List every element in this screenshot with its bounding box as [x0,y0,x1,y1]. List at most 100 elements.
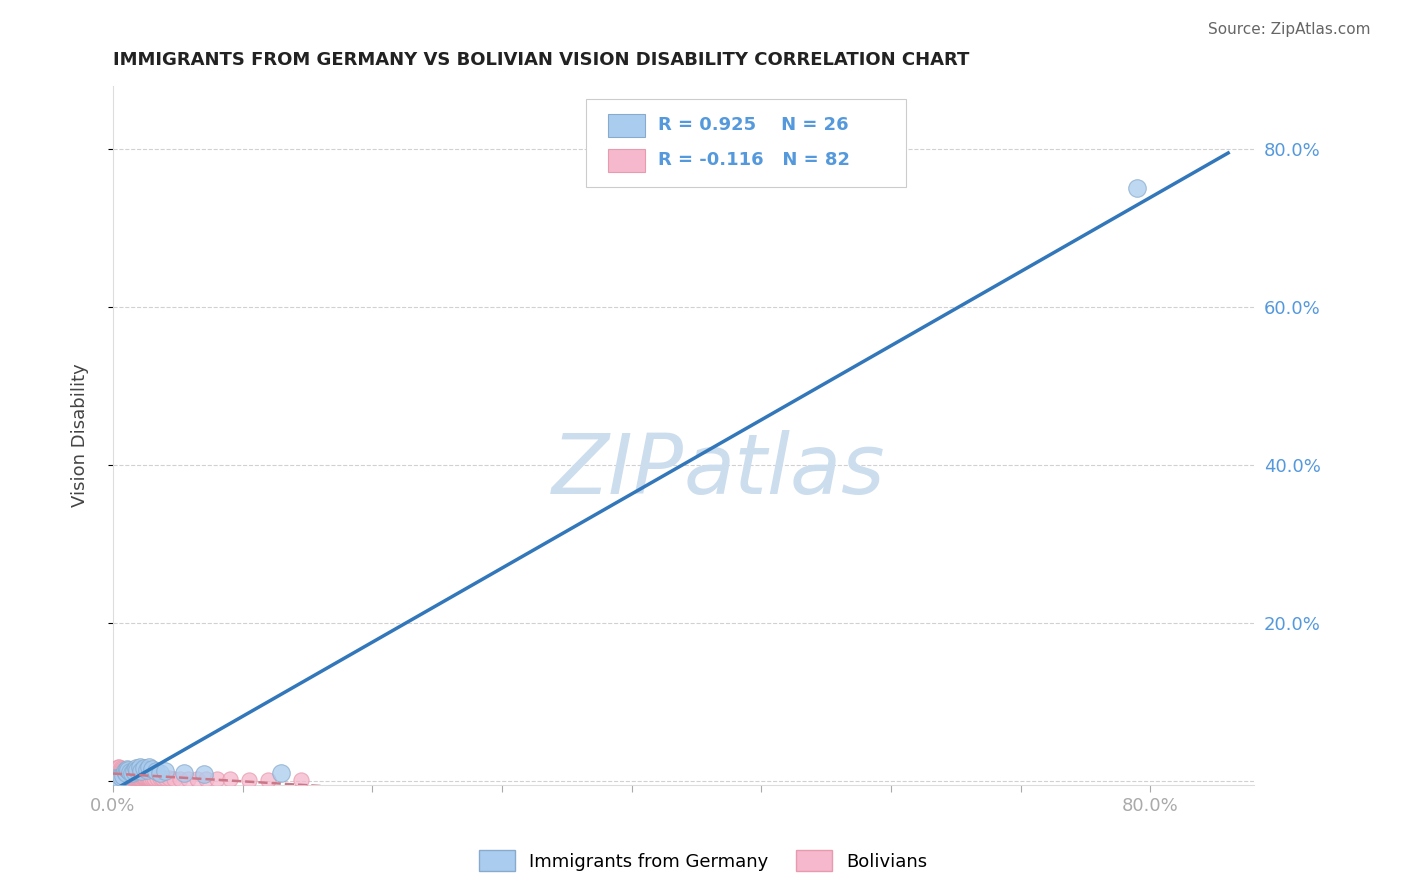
Point [118,764,141,779]
Text: Source: ZipAtlas.com: Source: ZipAtlas.com [1208,22,1371,37]
Point [122,764,145,778]
Point [132,761,155,775]
Point [157,772,180,786]
Point [121,765,143,780]
Point [120,767,142,781]
Point [169,772,191,787]
Point [173,765,195,780]
Point [117,763,139,777]
Point [153,772,176,786]
Text: R = 0.925    N = 26: R = 0.925 N = 26 [658,116,849,135]
Point [112,769,135,783]
Point [114,765,136,780]
Point [148,765,170,780]
Point [134,771,156,785]
Text: ZIP: ZIP [551,430,683,510]
Point [104,768,127,782]
Point [145,764,167,778]
Point [118,767,141,781]
Point [115,762,138,776]
Point [141,772,163,786]
Point [125,770,148,784]
Point [138,771,160,785]
Point [135,763,157,777]
Point [115,766,138,780]
Point [131,764,153,779]
Point [127,768,149,782]
Point [118,770,141,784]
Point [110,765,132,780]
Point [150,772,173,786]
Point [107,764,129,779]
Point [138,759,160,773]
Point [114,764,136,778]
Point [257,772,280,787]
Point [134,770,156,784]
Point [117,770,139,784]
Point [131,771,153,785]
Point [107,771,129,785]
Point [115,764,138,779]
Point [125,768,148,782]
Point [105,761,128,775]
Point [238,772,260,787]
Text: IMMIGRANTS FROM GERMANY VS BOLIVIAN VISION DISABILITY CORRELATION CHART: IMMIGRANTS FROM GERMANY VS BOLIVIAN VISI… [112,51,969,69]
Point [107,759,129,773]
Point [103,767,125,781]
Point [135,771,157,785]
Point [131,771,153,785]
Point [195,772,218,787]
Point [110,769,132,783]
Point [125,761,148,775]
Point [148,772,170,786]
Point [108,760,131,774]
Point [118,765,141,780]
Point [120,770,142,784]
Point [122,770,145,784]
Point [128,771,150,785]
Point [121,770,143,784]
Text: atlas: atlas [683,430,886,510]
Point [117,766,139,780]
Point [108,768,131,782]
Point [114,764,136,778]
Legend: Immigrants from Germany, Bolivians: Immigrants from Germany, Bolivians [471,843,935,879]
FancyBboxPatch shape [586,100,905,187]
Point [121,767,143,781]
Point [105,769,128,783]
Point [110,761,132,775]
Point [129,769,152,783]
Point [290,772,312,787]
Point [141,762,163,776]
Point [129,771,152,785]
Point [131,769,153,783]
Point [131,769,153,783]
Point [129,759,152,773]
Point [136,771,159,785]
Point [132,771,155,785]
Point [107,768,129,782]
Point [127,763,149,777]
Point [132,769,155,783]
Point [114,766,136,780]
Point [103,762,125,776]
Point [270,765,292,780]
Point [110,770,132,784]
Point [186,772,208,787]
Point [143,772,166,786]
Point [111,768,134,782]
Point [193,767,215,781]
Point [1126,181,1149,195]
FancyBboxPatch shape [609,114,645,136]
Point [105,765,128,780]
Point [153,764,176,779]
Point [124,770,146,784]
Point [177,772,200,787]
Point [124,768,146,782]
Point [112,769,135,783]
Point [218,772,240,787]
Point [108,765,131,780]
Point [139,771,162,785]
Point [115,769,138,783]
Point [128,768,150,782]
